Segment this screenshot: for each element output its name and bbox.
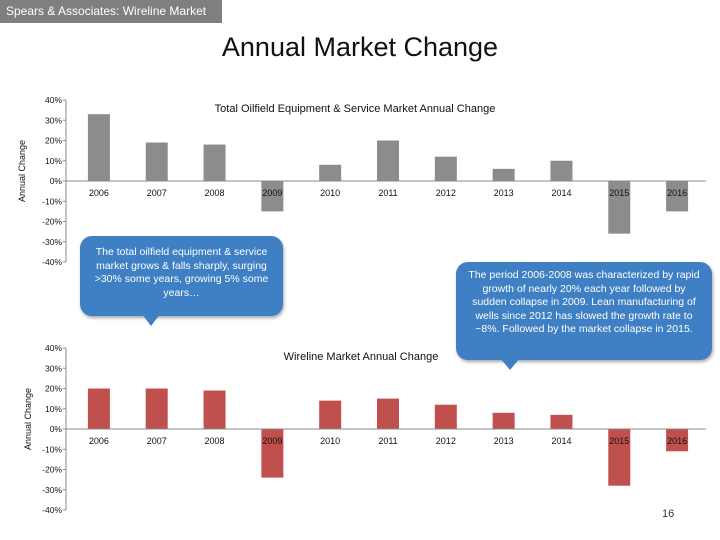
oilfield-bar-2014: [550, 160, 573, 181]
oilfield-x-tick-label-2010: 2010: [320, 188, 340, 198]
wireline-bar-2015: [608, 429, 631, 486]
oilfield-x-tick-label-2011: 2011: [378, 188, 397, 198]
wireline-x-tick-label-2006: 2006: [89, 436, 109, 446]
oilfield-y-tick-label: 40%: [45, 95, 62, 105]
oilfield-bar-2011: [377, 140, 399, 181]
wireline-bar-2012: [434, 404, 457, 429]
wireline-bar-2006: [87, 388, 110, 429]
wireline-x-tick-label-2013: 2013: [494, 436, 514, 446]
oilfield-x-tick-label-2012: 2012: [436, 188, 456, 198]
oilfield-y-tick-label: 30%: [45, 115, 62, 125]
wireline-bar-2010: [319, 400, 342, 429]
oilfield-bar-2006: [87, 114, 110, 181]
oilfield-x-tick-label-2009: 2009: [262, 188, 282, 198]
oilfield-y-tick-label: 20%: [45, 136, 62, 146]
wireline-y-tick-label: 0%: [50, 424, 63, 434]
header-text: Spears & Associates: Wireline Market: [6, 4, 207, 18]
oilfield-bar-2013: [492, 168, 515, 181]
wireline-callout-pointer: [500, 358, 520, 370]
oilfield-y-tick-label: -10%: [42, 196, 62, 206]
oilfield-y-tick-label: 10%: [45, 156, 62, 166]
wireline-bar-2014: [550, 414, 573, 429]
header-bar: Spears & Associates: Wireline Market: [0, 0, 222, 23]
wireline-x-tick-label-2015: 2015: [609, 436, 629, 446]
wireline-x-tick-label-2011: 2011: [378, 436, 397, 446]
oilfield-bar-2015: [608, 181, 631, 234]
oilfield-y-axis-label: Annual Change: [17, 140, 27, 202]
wireline-x-tick-label-2008: 2008: [205, 436, 225, 446]
wireline-y-axis-label: Annual Change: [23, 388, 33, 450]
oilfield-callout-pointer: [142, 314, 160, 326]
wireline-callout: The period 2006-2008 was characterized b…: [456, 262, 712, 360]
wireline-y-tick-label: 40%: [45, 343, 62, 353]
wireline-y-tick-label: -40%: [42, 505, 62, 515]
wireline-bar-2013: [492, 412, 515, 429]
oilfield-x-tick-label-2007: 2007: [147, 188, 167, 198]
oilfield-x-tick-label-2016: 2016: [667, 188, 687, 198]
wireline-x-tick-label-2010: 2010: [320, 436, 340, 446]
wireline-x-tick-label-2009: 2009: [262, 436, 282, 446]
wireline-x-tick-label-2014: 2014: [551, 436, 571, 446]
wireline-x-tick-label-2012: 2012: [436, 436, 456, 446]
wireline-y-tick-label: -30%: [42, 485, 62, 495]
oilfield-x-tick-label-2014: 2014: [551, 188, 571, 198]
wireline-y-tick-label: 20%: [45, 384, 62, 394]
wireline-bar-2009: [261, 429, 284, 478]
wireline-y-tick-label: 10%: [45, 404, 62, 414]
wireline-bar-2007: [145, 388, 168, 429]
oilfield-y-tick-label: -40%: [42, 257, 62, 267]
oilfield-x-tick-label-2006: 2006: [89, 188, 109, 198]
wireline-bar-2011: [377, 398, 399, 429]
oilfield-bar-2007: [145, 142, 168, 181]
oilfield-x-tick-label-2008: 2008: [205, 188, 225, 198]
wireline-chart-title: Wireline Market Annual Change: [284, 351, 439, 363]
wireline-x-tick-label-2007: 2007: [147, 436, 167, 446]
oilfield-bar-2012: [434, 156, 457, 181]
oilfield-callout: The total oilfield equipment & service m…: [80, 236, 283, 316]
wireline-y-tick-label: 30%: [45, 363, 62, 373]
oilfield-bar-2008: [203, 144, 226, 181]
oilfield-bar-2009: [261, 181, 284, 212]
oilfield-y-tick-label: -30%: [42, 237, 62, 247]
page-number: 16: [662, 508, 675, 520]
oilfield-y-tick-label: -20%: [42, 217, 62, 227]
wireline-bar-2016: [666, 429, 689, 452]
oilfield-bar-2016: [666, 181, 689, 212]
oilfield-x-tick-label-2013: 2013: [494, 188, 514, 198]
oilfield-bar-2010: [319, 164, 342, 181]
wireline-y-tick-label: -10%: [42, 444, 62, 454]
wireline-y-tick-label: -20%: [42, 465, 62, 475]
oilfield-y-tick-label: 0%: [50, 176, 63, 186]
oilfield-x-tick-label-2015: 2015: [609, 188, 629, 198]
slide-title: Annual Market Change: [221, 32, 499, 62]
wireline-bar-2008: [203, 390, 226, 429]
oilfield-chart-title: Total Oilfield Equipment & Service Marke…: [215, 103, 496, 115]
wireline-x-tick-label-2016: 2016: [667, 436, 687, 446]
